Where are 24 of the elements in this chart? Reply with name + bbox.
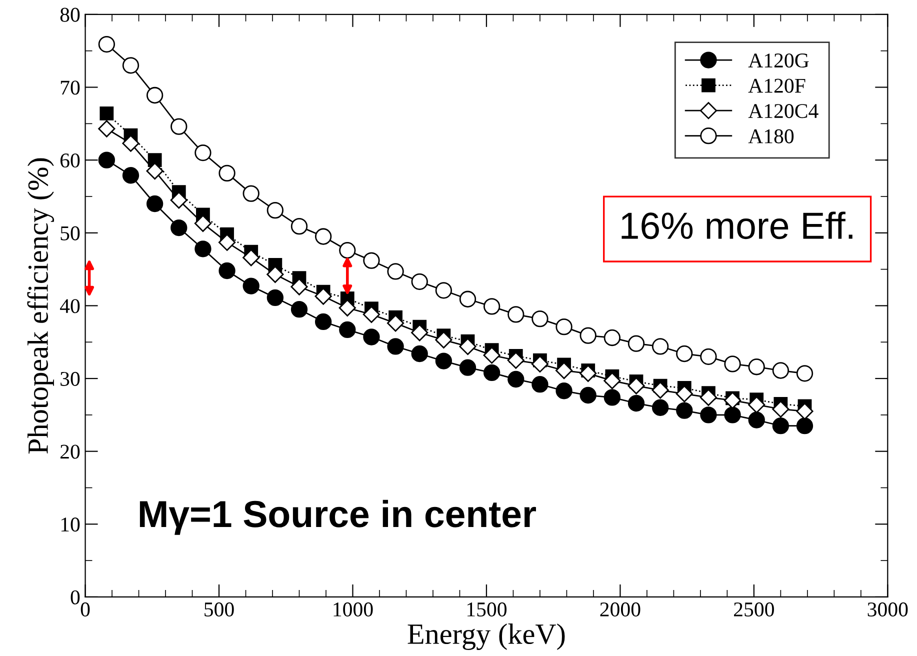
legend-label: A120C4: [748, 104, 818, 118]
x-tick-label: 500: [204, 602, 234, 616]
y-tick-label: 80: [60, 8, 80, 22]
y-tick-label: 40: [60, 299, 80, 314]
annotation: Mγ=1 Source in center: [140, 500, 536, 535]
x-tick-label: 1000: [334, 602, 373, 616]
x-tick-label: 2500: [734, 602, 774, 616]
y-tick-label: 50: [60, 226, 80, 240]
x-tick-label: 3000: [868, 602, 908, 616]
legend-label: A120G: [748, 53, 809, 68]
x-tick-label: 2000: [600, 602, 640, 616]
x-tick-label: 0: [80, 602, 90, 616]
y-tick-label: 10: [61, 518, 80, 532]
legend-label: A180: [748, 129, 794, 144]
x-tick-label: 1500: [467, 602, 507, 616]
y-tick-label: 30: [60, 372, 80, 386]
y-tick-label: 0: [70, 590, 80, 604]
y-tick-label: 20: [60, 444, 80, 459]
legend-label: A120F: [748, 78, 806, 93]
y-tick-label: 60: [60, 153, 80, 168]
x-axis-title: Energy (keV): [408, 623, 565, 650]
annotation: 16% more Eff.: [622, 212, 852, 240]
y-axis-title: Photopeak efficiency (%): [27, 158, 54, 454]
y-tick-label: 70: [60, 80, 80, 95]
